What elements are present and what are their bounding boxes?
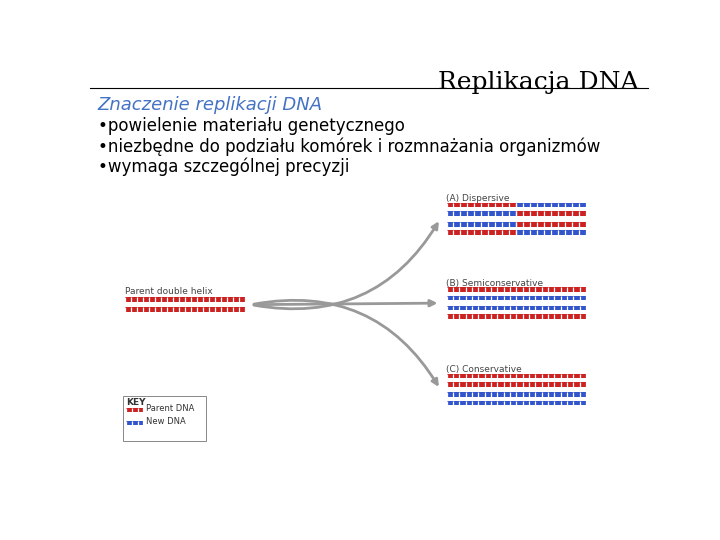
Bar: [125, 297, 245, 302]
Bar: [446, 296, 586, 300]
FancyArrowPatch shape: [254, 224, 437, 309]
Bar: [446, 392, 586, 397]
Bar: [446, 202, 516, 207]
Bar: [446, 211, 516, 215]
Text: Replikacja DNA: Replikacja DNA: [438, 71, 639, 94]
Text: •powielenie materiału genetycznego: •powielenie materiału genetycznego: [98, 117, 405, 135]
Bar: [446, 287, 586, 292]
Bar: [516, 202, 586, 207]
Bar: [446, 401, 586, 405]
Text: •wymaga szczególnej precyzji: •wymaga szczególnej precyzji: [98, 157, 349, 176]
Bar: [446, 314, 586, 319]
FancyArrowPatch shape: [254, 300, 437, 384]
Bar: [125, 307, 245, 312]
Text: New DNA: New DNA: [145, 417, 186, 426]
Bar: [516, 231, 586, 235]
Bar: [127, 408, 143, 411]
Bar: [127, 421, 143, 425]
FancyArrowPatch shape: [254, 300, 434, 306]
Bar: [446, 231, 516, 235]
Bar: [516, 211, 586, 215]
Bar: [446, 382, 586, 387]
Bar: [446, 374, 586, 378]
Bar: [516, 222, 586, 226]
Text: KEY: KEY: [127, 398, 146, 407]
Text: (C) Conservative: (C) Conservative: [446, 365, 522, 374]
Text: Parent DNA: Parent DNA: [145, 404, 194, 413]
Text: •niezbędne do podziału komórek i rozmnażania organizmów: •niezbędne do podziału komórek i rozmnaż…: [98, 137, 600, 156]
Bar: [446, 222, 516, 226]
Text: Znaczenie replikacji DNA: Znaczenie replikacji DNA: [98, 96, 323, 113]
Bar: [122, 396, 206, 441]
Text: (B) Semiconservative: (B) Semiconservative: [446, 279, 544, 288]
Bar: [446, 306, 586, 310]
Text: (A) Dispersive: (A) Dispersive: [446, 194, 510, 203]
Text: Parent double helix: Parent double helix: [125, 287, 212, 295]
